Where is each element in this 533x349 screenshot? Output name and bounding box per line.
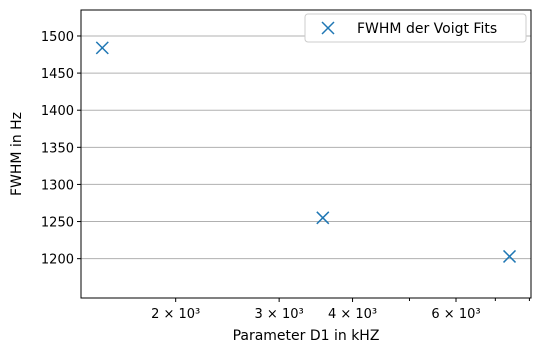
x-tick-label: 6 × 10³ bbox=[431, 307, 480, 322]
plot-area-frame bbox=[80, 9, 532, 299]
data-point bbox=[95, 41, 109, 55]
y-tick-label: 1400 bbox=[41, 104, 74, 119]
x-tick-label: 2 × 10³ bbox=[151, 307, 200, 322]
grid-lines bbox=[81, 35, 531, 260]
legend: FWHM der Voigt Fits bbox=[304, 13, 527, 43]
y-axis-label: FWHM in Hz bbox=[9, 112, 25, 196]
x-axis-label: Parameter D1 in kHZ bbox=[233, 328, 380, 344]
y-tick-label: 1200 bbox=[41, 253, 74, 268]
data-point bbox=[502, 249, 517, 263]
data-points bbox=[95, 41, 517, 263]
legend-marker-icon bbox=[321, 21, 335, 35]
y-tick-label: 1250 bbox=[41, 216, 74, 231]
y-ticks: 1200 1250 1300 1350 1400 1450 1500 bbox=[41, 30, 81, 268]
legend-entry-label: FWHM der Voigt Fits bbox=[357, 21, 497, 37]
x-tick-label: 4 × 10³ bbox=[328, 307, 377, 322]
x-ticks: 2 × 10³ 3 × 10³ 4 × 10³ 6 × 10³ bbox=[151, 298, 481, 322]
x-tick-label: 3 × 10³ bbox=[255, 307, 304, 322]
y-tick-label: 1450 bbox=[41, 67, 74, 82]
y-tick-label: 1350 bbox=[41, 141, 74, 156]
data-point bbox=[316, 211, 330, 225]
legend-box bbox=[304, 13, 527, 43]
y-tick-label: 1500 bbox=[41, 30, 74, 45]
y-tick-label: 1300 bbox=[41, 178, 74, 193]
